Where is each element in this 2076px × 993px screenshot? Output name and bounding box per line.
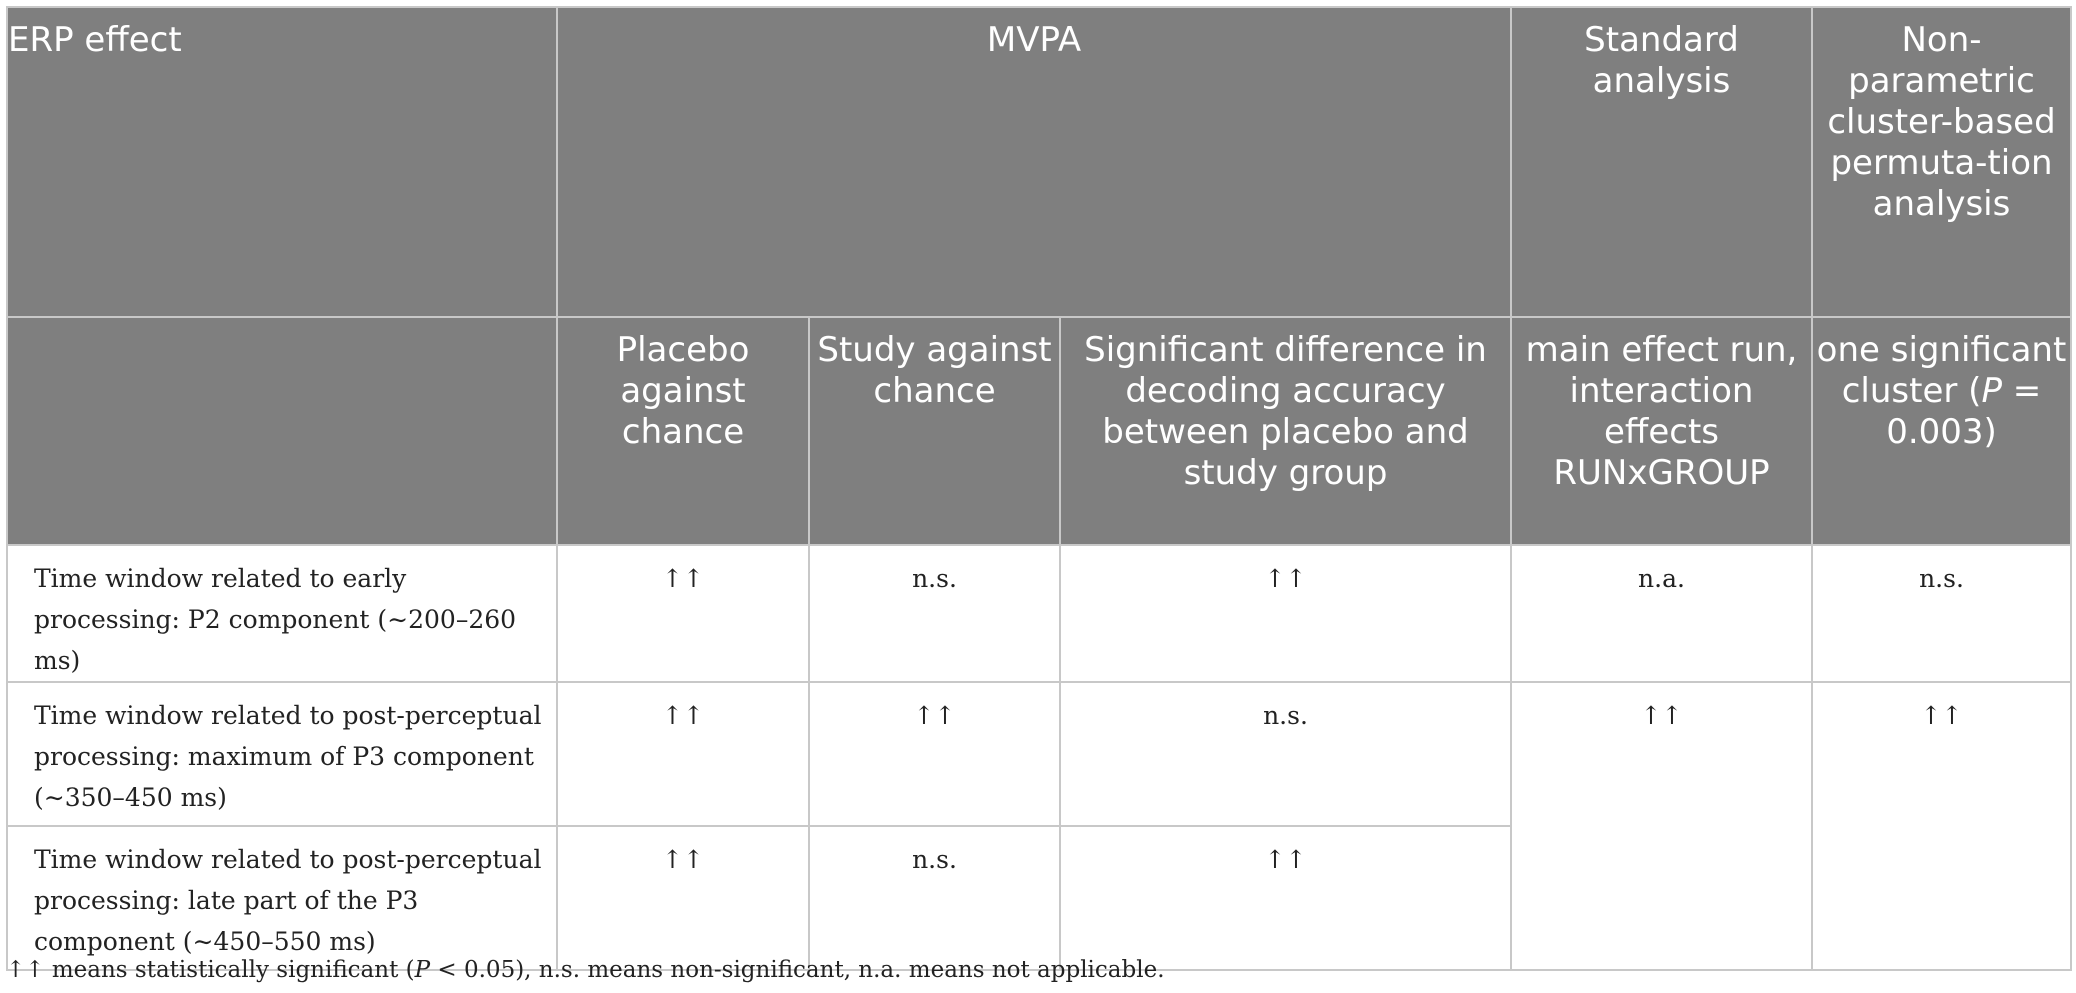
row-label: Time window related to post-perceptual p…	[6, 681, 558, 827]
cluster-prefix: one significant cluster (	[1816, 330, 2067, 411]
header-nonparametric: Non-parametric cluster-based permuta-tio…	[1811, 6, 2072, 318]
row-label: Time window related to post-perceptual p…	[6, 825, 558, 971]
cell-placebo: ↑↑	[556, 825, 810, 971]
cell-placebo: ↑↑	[556, 681, 810, 827]
header-row-top: ERP effect MVPA Standard analysis Non-pa…	[6, 6, 2072, 318]
cell-standard: ↑↑	[1510, 681, 1813, 971]
header-main-effect: main effect run, interaction effects RUN…	[1510, 316, 1813, 546]
header-mvpa: MVPA	[556, 6, 1512, 318]
table-row: Time window related to post-perceptual p…	[6, 681, 2072, 971]
cell-cluster: n.s.	[1811, 544, 2072, 683]
header-erp-effect: ERP effect	[6, 6, 558, 318]
header-standard-analysis: Standard analysis	[1510, 6, 1813, 318]
table-row: Time window related to post-perceptual p…	[6, 825, 2071, 971]
row-label: Time window related to early processing:…	[6, 544, 558, 683]
header-one-significant-cluster: one significant cluster (P = 0.003)	[1811, 316, 2072, 546]
cell-difference: ↑↑	[1059, 544, 1512, 683]
footnote-part2: < 0.05), n.s. means non-significant, n.a…	[430, 957, 1165, 983]
header-placebo-against-chance: Placebo against chance	[556, 316, 810, 546]
cell-standard: n.a.	[1510, 544, 1813, 683]
cell-cluster: ↑↑	[1811, 681, 2072, 971]
cell-difference: n.s.	[1059, 681, 1512, 827]
footnote-part1: ↑↑ means statistically significant (	[6, 957, 415, 983]
cell-study: n.s.	[808, 825, 1061, 971]
header-study-against-chance: Study against chance	[808, 316, 1061, 546]
footnote-p-symbol: P	[414, 957, 431, 983]
header-sub-empty	[6, 316, 558, 546]
cluster-suffix: = 0.003)	[1886, 371, 2042, 452]
cell-study: n.s.	[808, 544, 1061, 683]
table-row: Time window related to early processing:…	[6, 544, 2072, 683]
header-row-sub: Placebo against chance Study against cha…	[6, 316, 2072, 546]
cluster-p-symbol: P	[1981, 371, 2002, 411]
cell-difference: ↑↑	[1059, 825, 1512, 971]
cell-study: ↑↑	[808, 681, 1061, 827]
results-table: ERP effect MVPA Standard analysis Non-pa…	[6, 6, 2072, 971]
header-significant-difference: Significant difference in decoding accur…	[1059, 316, 1512, 546]
table-footnote: ↑↑ means statistically significant (P < …	[6, 957, 1165, 983]
cell-placebo: ↑↑	[556, 544, 810, 683]
